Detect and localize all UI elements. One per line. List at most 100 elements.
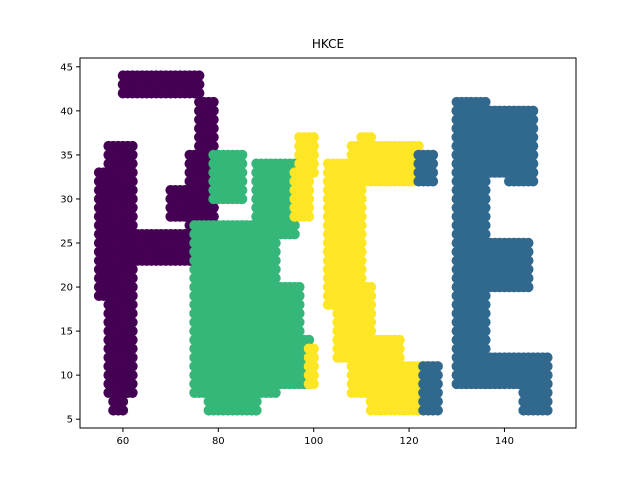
scatter-point — [270, 246, 281, 258]
scatter-point — [480, 325, 491, 337]
scatter-point — [542, 387, 553, 398]
scatter-point — [413, 140, 424, 152]
scatter-point — [251, 387, 262, 398]
x-tick-label: 60 — [117, 436, 130, 447]
scatter-point — [480, 343, 491, 354]
scatter-point — [432, 387, 443, 398]
scatter-point — [127, 193, 138, 205]
scatter-point — [356, 193, 367, 205]
scatter-point — [127, 308, 138, 319]
scatter-point — [303, 167, 315, 178]
scatter-point — [251, 378, 262, 390]
scatter-point — [527, 123, 539, 134]
scatter-point — [480, 228, 491, 240]
scatter-point — [308, 149, 319, 161]
scatter-point — [251, 361, 262, 372]
scatter-point — [432, 396, 443, 407]
scatter-point — [480, 96, 491, 108]
scatter-point — [117, 396, 129, 407]
y-tick-label: 20 — [60, 283, 73, 294]
scatter-point — [127, 325, 138, 337]
scatter-point — [303, 334, 315, 346]
scatter-point — [117, 387, 129, 398]
scatter-point — [527, 167, 539, 178]
scatter-point — [356, 184, 367, 196]
scatter-point — [523, 246, 534, 258]
y-tick-label: 10 — [60, 371, 73, 382]
scatter-point — [527, 176, 539, 187]
y-tick-label: 45 — [60, 62, 73, 73]
scatter-point — [208, 96, 219, 108]
scatter-point — [480, 184, 491, 196]
scatter-point — [527, 114, 539, 125]
scatter-point — [251, 396, 262, 407]
scatter-point — [294, 281, 305, 293]
scatter-point — [523, 281, 534, 293]
scatter-point — [127, 334, 138, 346]
y-tick-label: 5 — [67, 415, 73, 426]
scatter-point — [194, 88, 205, 99]
scatter-point — [194, 79, 205, 90]
scatter-point — [208, 123, 219, 134]
scatter-point — [303, 176, 315, 187]
scatter-point — [303, 193, 315, 205]
scatter-point — [365, 132, 377, 143]
x-tick-label: 120 — [400, 436, 419, 447]
scatter-point — [432, 378, 443, 390]
scatter-point — [527, 149, 539, 161]
scatter-point — [208, 132, 219, 143]
scatter-point — [127, 273, 138, 284]
scatter-point — [480, 299, 491, 310]
scatter-point — [303, 202, 315, 213]
scatter-point — [308, 378, 319, 390]
scatter-point — [127, 352, 138, 363]
scatter-point — [427, 149, 439, 161]
scatter-point — [127, 149, 138, 161]
scatter-point — [394, 352, 405, 363]
scatter-point — [527, 132, 539, 143]
scatter-point — [289, 228, 300, 240]
x-tick-label: 100 — [304, 436, 323, 447]
scatter-point — [127, 184, 138, 196]
y-tick-label: 15 — [60, 327, 73, 338]
scatter-point — [427, 158, 439, 169]
y-axis-ticks: 5 10 15 20 25 30 35 40 45 — [60, 62, 80, 426]
scatter-point — [480, 220, 491, 231]
scatter-point — [289, 220, 300, 231]
scatter-point — [127, 211, 138, 222]
y-tick-label: 30 — [60, 194, 73, 205]
scatter-points — [93, 70, 553, 416]
scatter-point — [308, 343, 319, 354]
scatter-point — [127, 176, 138, 187]
scatter-point — [480, 290, 491, 302]
scatter-point — [127, 167, 138, 178]
scatter-point — [427, 167, 439, 178]
scatter-point — [236, 184, 248, 196]
x-tick-label: 140 — [495, 436, 514, 447]
scatter-point — [208, 105, 219, 117]
scatter-point — [365, 325, 377, 337]
scatter-point — [208, 211, 219, 222]
scatter-point — [308, 140, 319, 152]
scatter-point — [356, 228, 367, 240]
scatter-point — [303, 211, 315, 222]
scatter-point — [542, 369, 553, 381]
scatter-point — [542, 405, 553, 416]
scatter-point — [127, 290, 138, 302]
scatter-point — [432, 405, 443, 416]
scatter-point — [294, 290, 305, 302]
scatter-point — [270, 387, 281, 398]
scatter-point — [236, 176, 248, 187]
scatter-point — [308, 158, 319, 169]
scatter-point — [127, 158, 138, 169]
scatter-point — [294, 299, 305, 310]
scatter-point — [527, 140, 539, 152]
scatter-point — [127, 317, 138, 328]
scatter-point — [480, 193, 491, 205]
scatter-point — [294, 317, 305, 328]
scatter-point — [356, 220, 367, 231]
scatter-point — [365, 140, 377, 152]
scatter-point — [194, 70, 205, 81]
scatter-point — [356, 273, 367, 284]
